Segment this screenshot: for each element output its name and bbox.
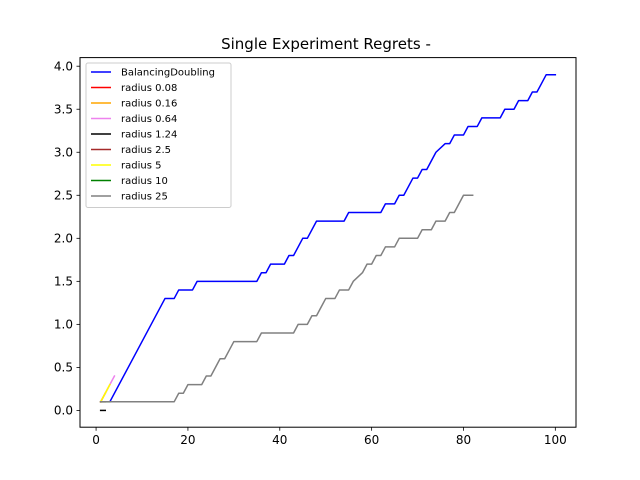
legend-label: radius 25 <box>121 192 168 203</box>
chart-title: Single Experiment Regrets - <box>221 35 431 53</box>
x-tick-label: 20 <box>180 433 195 447</box>
y-tick-label: 2.5 <box>54 189 73 203</box>
legend: BalancingDoubling radius 0.08 radius 0.16 r… <box>85 62 232 208</box>
y-axis: 0.0 0.5 1.0 1.5 2.0 2.5 3.0 3.5 4.0 <box>54 60 80 418</box>
x-axis: 0 20 40 60 80 100 <box>92 427 567 447</box>
y-tick-label: 2.0 <box>54 232 73 246</box>
x-tick-label: 0 <box>92 433 100 447</box>
plot-frame <box>79 57 577 428</box>
y-tick-label: 1.0 <box>54 318 73 332</box>
y-tick-label: 4.0 <box>54 60 73 74</box>
x-tick-label: 60 <box>364 433 379 447</box>
legend-label: radius 0.08 <box>121 83 177 94</box>
legend-box <box>85 62 232 208</box>
y-tick-label: 0.0 <box>54 404 73 418</box>
legend-label: radius 1.24 <box>121 130 177 141</box>
series-line-6 <box>99 383 111 403</box>
legend-label: BalancingDoubling <box>121 68 215 79</box>
y-tick-label: 0.5 <box>54 361 73 375</box>
legend-label: radius 2.5 <box>121 145 171 156</box>
x-tick-label: 100 <box>544 433 567 447</box>
series-layer <box>99 74 557 412</box>
x-tick-label: 80 <box>456 433 471 447</box>
legend-label: radius 0.64 <box>121 114 177 125</box>
y-tick-label: 1.5 <box>54 275 73 289</box>
legend-label: radius 10 <box>121 176 168 187</box>
legend-label: radius 5 <box>121 161 161 172</box>
y-tick-label: 3.0 <box>54 146 73 160</box>
x-tick-label: 40 <box>272 433 287 447</box>
y-tick-label: 3.5 <box>54 103 73 117</box>
series-line-8 <box>99 194 474 403</box>
legend-label: radius 0.16 <box>121 99 177 110</box>
series-line-0 <box>99 74 557 403</box>
